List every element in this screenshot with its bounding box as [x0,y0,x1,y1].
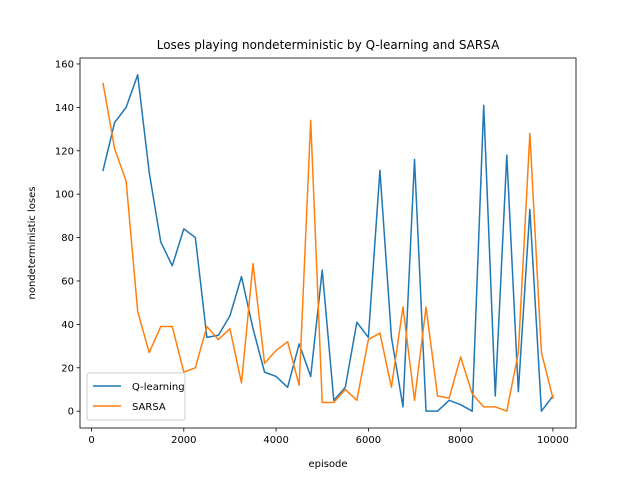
x-tick-label: 2000 [171,435,196,446]
y-tick-label: 80 [61,233,74,244]
x-tick-label: 6000 [356,435,381,446]
y-tick-label: 0 [68,407,74,418]
legend-label-q-learning: Q-learning [132,382,185,393]
legend: Q-learning SARSA [86,372,186,421]
axes-frame [79,57,577,429]
x-tick-label: 8000 [448,435,473,446]
y-axis-label: nondeterministic loses [27,187,38,300]
x-axis-label: episode [308,459,347,470]
y-tick-label: 100 [55,190,74,201]
series-line-sarsa [102,82,554,412]
x-axis-ticks: 0 2000 4000 6000 8000 10000 [88,428,569,446]
y-tick-label: 120 [55,146,74,157]
plot-area: 0 2000 4000 6000 8000 10000 0 20 40 60 80 100 120 14… [55,57,577,446]
y-tick-label: 40 [61,320,74,331]
chart-title: Loses playing nondeterministic by Q-lear… [157,38,500,52]
lines-layer [102,74,554,412]
y-tick-label: 20 [61,363,74,374]
y-tick-label: 160 [55,59,74,70]
y-axis-ticks: 0 20 40 60 80 100 120 140 160 [55,59,80,418]
y-tick-label: 60 [61,276,74,287]
series-line-q-learning [102,74,554,412]
legend-label-sarsa: SARSA [132,402,166,413]
y-tick-label: 140 [55,103,74,114]
legend-box [86,372,186,421]
x-tick-label: 0 [88,435,94,446]
x-tick-label: 4000 [263,435,288,446]
x-tick-label: 10000 [537,435,569,446]
